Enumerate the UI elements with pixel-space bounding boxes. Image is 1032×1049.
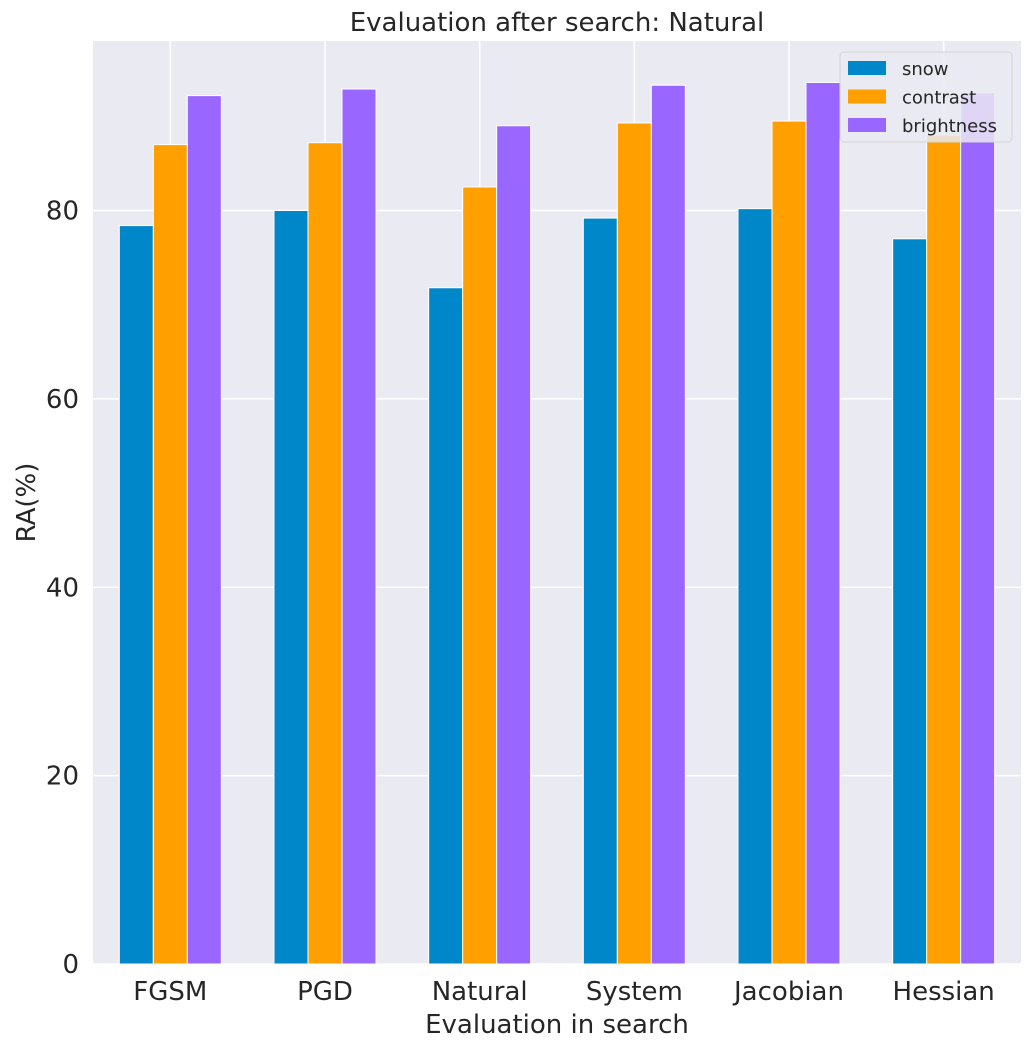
legend-swatch-snow xyxy=(848,61,886,75)
chart-title: Evaluation after search: Natural xyxy=(350,8,765,38)
bar-brightness xyxy=(341,88,377,965)
bar-contrast xyxy=(616,122,652,965)
y-tick-label: 60 xyxy=(46,385,79,415)
bar-contrast xyxy=(307,142,343,965)
bar-snow xyxy=(892,238,928,965)
y-tick-labels: 0 20 40 60 80 xyxy=(46,197,79,980)
legend-label-brightness: brightness xyxy=(902,116,997,137)
bar-snow xyxy=(737,208,773,965)
legend-label-contrast: contrast xyxy=(902,88,976,109)
y-tick-label: 0 xyxy=(62,950,79,980)
legend-swatch-brightness xyxy=(848,118,886,132)
x-tick-label: Hessian xyxy=(893,977,995,1007)
bar-contrast xyxy=(771,120,807,965)
y-tick-label: 40 xyxy=(46,573,79,603)
y-tick-label: 80 xyxy=(46,197,79,227)
bar-snow xyxy=(273,210,309,965)
bar-brightness xyxy=(186,95,222,965)
x-tick-label: PGD xyxy=(297,977,353,1007)
legend: snow contrast brightness xyxy=(839,51,1013,143)
x-tick-labels: FGSM PGD Natural System Jacobian Hessian xyxy=(133,977,994,1007)
x-tick-label: FGSM xyxy=(133,977,207,1007)
x-axis-label: Evaluation in search xyxy=(425,1010,689,1040)
bar-snow xyxy=(428,287,464,965)
legend-label-snow: snow xyxy=(902,59,949,80)
bar-snow xyxy=(118,225,154,965)
bar-brightness xyxy=(805,81,841,965)
x-tick-label: Natural xyxy=(432,977,528,1007)
bar-brightness xyxy=(496,125,532,965)
y-tick-label: 20 xyxy=(46,762,79,792)
bar-snow xyxy=(582,217,618,965)
bar-contrast xyxy=(926,134,962,965)
bar-brightness xyxy=(960,92,996,965)
plot-background xyxy=(93,41,1021,964)
bars xyxy=(118,81,996,965)
y-gridlines xyxy=(93,209,1021,965)
legend-swatch-contrast xyxy=(848,89,886,104)
bar-contrast xyxy=(462,186,498,965)
x-tick-label: System xyxy=(586,977,683,1007)
bar-contrast xyxy=(152,144,188,965)
y-axis-label: RA(%) xyxy=(12,463,42,543)
bar-brightness xyxy=(650,84,686,965)
x-tick-label: Jacobian xyxy=(732,977,844,1007)
